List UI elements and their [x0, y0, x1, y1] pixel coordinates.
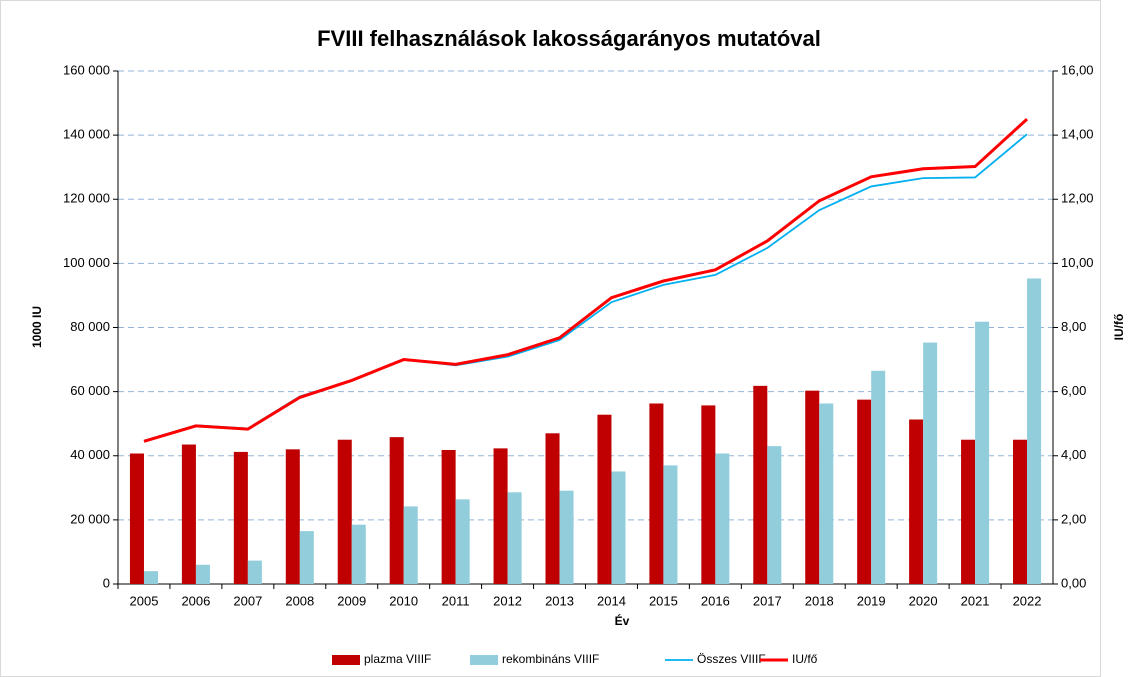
legend-label: rekombináns VIIIF	[502, 652, 599, 666]
bar	[507, 492, 522, 584]
x-tick-label: 2013	[545, 593, 574, 608]
x-tick-label: 2014	[597, 593, 626, 608]
legend-swatch	[470, 655, 498, 665]
bar	[923, 342, 938, 584]
x-tick-label: 2015	[649, 593, 678, 608]
bar	[701, 405, 716, 584]
bar	[299, 531, 314, 584]
y-tick-label: 20 000	[70, 511, 110, 526]
bar	[403, 506, 418, 584]
x-tick-label: 2022	[1013, 593, 1042, 608]
bar	[1013, 439, 1028, 584]
bar	[715, 453, 730, 584]
bar	[545, 433, 560, 584]
x-tick-label: 2008	[285, 593, 314, 608]
bar	[1027, 278, 1042, 584]
bar	[961, 439, 976, 584]
bar	[871, 370, 886, 584]
bar	[285, 449, 300, 584]
chart-title: FVIII felhasználások lakosságarányos mut…	[317, 26, 821, 51]
y2-tick-label: 4,00	[1061, 447, 1086, 462]
bar	[857, 399, 872, 584]
line-series	[143, 117, 1029, 443]
bar	[819, 403, 834, 584]
x-tick-label: 2005	[130, 593, 159, 608]
bar	[233, 451, 248, 584]
x-tick-label: 2010	[389, 593, 418, 608]
bar	[597, 414, 612, 584]
x-tick-label: 2006	[181, 593, 210, 608]
bar	[247, 560, 262, 584]
legend-label: plazma VIIIF	[364, 652, 431, 666]
bar	[611, 471, 626, 584]
x-tick-label: 2012	[493, 593, 522, 608]
y-tick-label: 80 000	[70, 319, 110, 334]
legend-swatch	[332, 655, 360, 665]
x-tick-label: 2020	[909, 593, 938, 608]
bar	[441, 449, 456, 584]
x-tick-label: 2021	[961, 593, 990, 608]
y-tick-label: 40 000	[70, 447, 110, 462]
bar	[649, 403, 664, 584]
y2-tick-label: 2,00	[1061, 511, 1086, 526]
y2-tick-label: 16,00	[1061, 62, 1094, 77]
bar	[129, 453, 144, 584]
bar	[909, 419, 924, 584]
bar	[143, 571, 158, 584]
y2-tick-label: 14,00	[1061, 127, 1094, 142]
bar	[767, 446, 782, 584]
y2-tick-label: 0,00	[1061, 575, 1086, 590]
y-axis-label: 1000 IU	[30, 306, 44, 348]
y-tick-label: 100 000	[63, 255, 110, 270]
bar	[455, 499, 470, 584]
bar	[389, 437, 404, 584]
y2-tick-label: 10,00	[1061, 255, 1094, 270]
y-tick-label: 160 000	[63, 62, 110, 77]
x-axis-label: Év	[615, 613, 630, 628]
bar	[663, 465, 678, 584]
bar	[181, 444, 196, 584]
x-tick-label: 2009	[337, 593, 366, 608]
y2-tick-label: 8,00	[1061, 319, 1086, 334]
bar	[493, 448, 508, 584]
x-tick-label: 2011	[442, 593, 470, 608]
bar	[805, 390, 820, 584]
bar	[351, 524, 366, 584]
x-tick-label: 2007	[233, 593, 262, 608]
x-tick-label: 2018	[805, 593, 834, 608]
bar	[975, 321, 990, 584]
x-tick-label: 2016	[701, 593, 730, 608]
y2-tick-label: 12,00	[1061, 191, 1094, 206]
bar	[559, 490, 574, 584]
y-tick-label: 140 000	[63, 127, 110, 142]
x-tick-label: 2019	[857, 593, 886, 608]
y2-tick-label: 6,00	[1061, 383, 1086, 398]
bar	[337, 439, 352, 584]
bar	[195, 564, 210, 584]
bar	[753, 385, 768, 584]
x-tick-label: 2017	[753, 593, 782, 608]
legend-label: Összes VIIIF	[697, 652, 766, 666]
legend-label: IU/fő	[792, 652, 818, 666]
y-tick-label: 120 000	[63, 191, 110, 206]
y-tick-label: 60 000	[70, 383, 110, 398]
y2-axis-label: IU/fő	[1112, 314, 1126, 341]
y-tick-label: 0	[103, 575, 110, 590]
